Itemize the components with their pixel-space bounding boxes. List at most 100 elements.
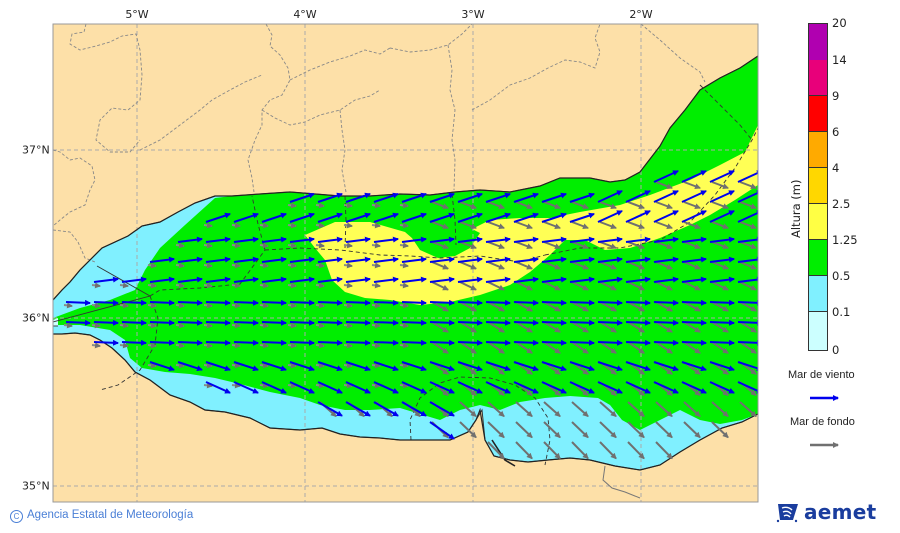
wind-sea-arrow-icon <box>93 319 119 326</box>
swell-arrow-icon <box>739 321 757 333</box>
wind-sea-arrow-icon <box>681 276 707 283</box>
swell-arrow-icon <box>683 261 701 270</box>
swell-arrow-icon <box>315 322 325 329</box>
swell-arrow-icon <box>739 201 757 210</box>
wind-sea-arrow-icon <box>429 361 455 372</box>
credit-text: Agencia Estatal de Meteorología <box>27 509 194 521</box>
lat-tick-35n: 35°N <box>22 479 50 493</box>
aemet-logo-text: aemet <box>804 500 877 524</box>
swell-arrow-icon <box>515 301 533 312</box>
swell-arrow-icon <box>627 421 645 439</box>
swell-arrow-icon <box>147 342 157 349</box>
wind-sea-arrow-icon <box>653 339 679 346</box>
wind-sea-arrow-icon <box>541 192 567 203</box>
graticule <box>53 24 758 502</box>
wind-sea-arrow-icon <box>289 256 315 263</box>
swell-arrow-icon <box>543 241 561 250</box>
swell-arrow-icon <box>711 401 729 418</box>
wind-sea-arrow-icon <box>513 236 539 243</box>
wind-sea-arrow-icon <box>737 299 758 306</box>
swell-arrow-icon <box>431 261 449 270</box>
wind-sea-arrow-icon <box>709 361 735 372</box>
wind-sea-arrow-icon <box>261 381 287 394</box>
wind-sea-arrow-icon <box>401 339 427 346</box>
wind-sea-arrow-icon <box>457 256 483 263</box>
wind-sea-arrow-icon <box>625 256 651 263</box>
wind-sea-arrow-icon <box>513 299 539 306</box>
wind-sea-arrow-icon <box>709 210 735 223</box>
wind-sea-arrow-icon <box>597 236 623 243</box>
swell-arrow-icon <box>711 181 729 190</box>
wind-sea-arrow-icon <box>373 361 399 372</box>
swell-arrow-icon <box>371 362 381 369</box>
swell-arrow-icon <box>431 201 449 210</box>
swell-arrow-icon <box>571 341 589 354</box>
swell-arrow-icon <box>315 202 325 209</box>
swell-arrow-icon <box>683 421 701 439</box>
wind-sea-arrow-icon <box>317 319 343 326</box>
swell-arrow-icon <box>175 342 185 349</box>
wind-sea-arrow-icon <box>177 256 203 263</box>
wind-sea-arrow-icon <box>569 319 595 326</box>
copyright-icon: C <box>10 510 23 523</box>
wind-sea-arrow-icon <box>429 421 455 440</box>
swell-arrow-icon <box>399 382 409 389</box>
swell-arrow-icon <box>515 261 533 270</box>
swell-arrow-icon <box>259 302 269 309</box>
swell-arrow-icon <box>147 302 157 309</box>
wind-sea-arrow-icon <box>429 256 455 263</box>
wind-sea-arrow-icon <box>681 299 707 306</box>
swell-arrow-icon <box>459 261 477 270</box>
wind-sea-arrow-icon <box>485 299 511 306</box>
wind-sea-arrow-icon <box>709 236 735 243</box>
wind-sea-arrow-icon <box>485 276 511 283</box>
wind-sea-arrow-icon <box>233 339 259 346</box>
colorbar-segment-4-6 <box>808 132 828 168</box>
wind-sea-arrow-icon <box>149 319 175 326</box>
wind-sea-arrow-icon <box>345 361 371 372</box>
wind-sea-arrow-icon <box>541 276 567 283</box>
swell-arrow-icon <box>655 401 673 418</box>
swell-arrow-icon <box>711 321 729 333</box>
swell-arrow-icon <box>487 201 505 210</box>
wind-sea-arrow-icon <box>569 192 595 203</box>
wind-sea-arrow-icon <box>317 212 343 223</box>
lon-tick-3w: 3°W <box>461 8 485 21</box>
lon-tick-2w: 2°W <box>629 8 653 21</box>
wind-sea-arrow-icon <box>261 299 287 306</box>
swell-arrow-icon <box>739 181 757 190</box>
wind-sea-arrow-icon <box>289 192 315 203</box>
swell-arrow-icon <box>599 281 617 291</box>
map-frame <box>52 23 759 503</box>
swell-arrow-icon <box>259 342 269 349</box>
wind-sea-arrow-icon <box>289 236 315 243</box>
swell-arrow-icon <box>91 322 101 329</box>
wind-sea-arrow-icon <box>485 236 511 243</box>
wind-sea-arrow-icon <box>569 299 595 306</box>
swell-arrow-icon <box>571 441 589 460</box>
swell-arrow-icon <box>231 302 241 309</box>
colorbar-title: Altura (m) <box>789 179 803 238</box>
swell-arrow-icon <box>315 262 325 269</box>
swell-arrow-icon <box>739 281 757 291</box>
wind-sea-arrow-icon <box>345 339 371 346</box>
wind-sea-arrow-icon <box>625 236 651 243</box>
wind-sea-arrow-icon <box>177 276 203 283</box>
wind-sea-arrow-icon <box>233 276 259 283</box>
swell-arrow-icon <box>599 201 617 210</box>
wind-sea-arrow-icon <box>205 339 231 346</box>
wind-sea-arrow-icon <box>597 276 623 283</box>
swell-arrow-icon <box>655 181 673 190</box>
copyright-credit: C Agencia Estatal de Meteorología <box>10 509 193 523</box>
wind-sea-arrow-icon <box>681 256 707 263</box>
swell-arrow-icon <box>459 241 477 250</box>
swell-arrow-icon <box>655 241 673 250</box>
swell-arrow-icon <box>91 302 101 309</box>
swell-arrow-icon <box>543 401 561 418</box>
swell-arrow-icon <box>487 321 505 333</box>
wind-sea-arrow-icon <box>121 339 147 346</box>
swell-arrow-icon <box>739 301 757 312</box>
swell-arrow-icon <box>399 302 409 309</box>
wind-sea-arrow-icon <box>737 210 758 223</box>
swell-arrow-icon <box>487 441 505 460</box>
